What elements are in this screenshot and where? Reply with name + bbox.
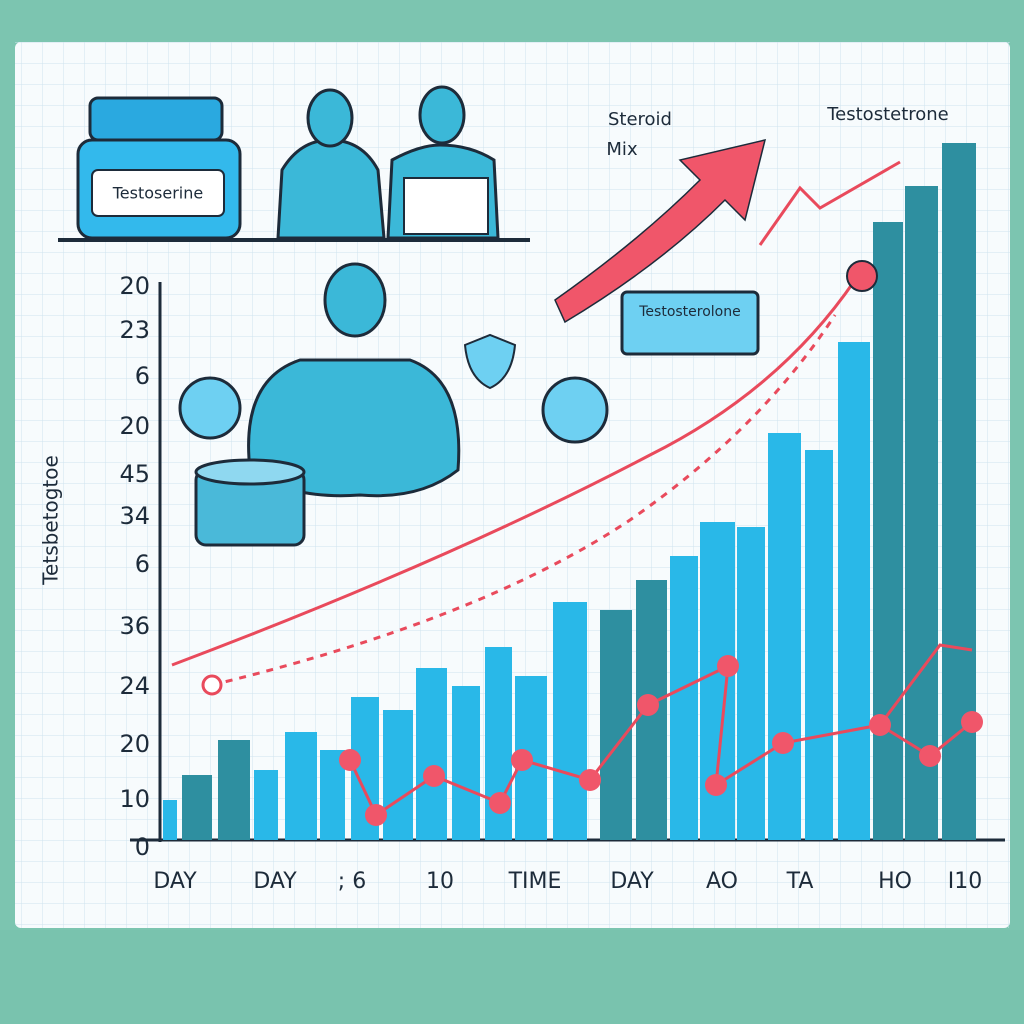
bar: [768, 433, 801, 840]
point: [423, 765, 445, 787]
bar: [285, 732, 317, 840]
trend-line: [758, 160, 901, 246]
gauge: [178, 376, 242, 440]
head: [306, 88, 354, 148]
bar: [670, 556, 698, 840]
point: [365, 804, 387, 826]
bar: [452, 686, 480, 840]
x-label: I10: [948, 869, 982, 894]
point: [846, 260, 878, 292]
y-label: 34: [119, 502, 150, 530]
bar: [553, 602, 587, 840]
bar: [163, 800, 177, 840]
y-label: 0: [135, 833, 150, 861]
bar: [838, 342, 870, 840]
point: [717, 655, 739, 677]
x-label: DAY: [610, 869, 654, 894]
bar: [737, 527, 765, 840]
x-label: DAY: [153, 869, 197, 894]
y-label: 36: [119, 612, 150, 640]
point: [772, 732, 794, 754]
bar: [805, 450, 833, 840]
zigzag-line: [878, 643, 973, 726]
y-label: 24: [119, 672, 150, 700]
x-label: DAY: [253, 869, 297, 894]
x-label: TIME: [508, 869, 562, 894]
point: [705, 774, 727, 796]
axis-title: Tetsbetogtoe: [39, 455, 63, 586]
x-label: ; 6: [338, 869, 366, 894]
y-label: 6: [135, 362, 150, 390]
x-label: 10: [426, 869, 454, 894]
card: [620, 290, 760, 356]
shield: [463, 333, 517, 390]
point: [339, 749, 361, 771]
bar: [383, 710, 413, 840]
point: [579, 769, 601, 791]
curve: [171, 279, 857, 667]
x-label: HO: [878, 869, 912, 894]
jar-label: Testoserine: [112, 184, 203, 203]
point: [961, 711, 983, 733]
bar: [905, 186, 938, 840]
y-label: 20: [119, 730, 150, 758]
footer-band: [0, 930, 1024, 1024]
bar: [600, 610, 632, 840]
callout-right: Testostetrone: [826, 104, 949, 125]
callout-line: Steroid: [608, 109, 672, 130]
bar: [254, 770, 278, 840]
point: [511, 749, 533, 771]
y-label: 45: [119, 460, 150, 488]
bar: [416, 668, 447, 840]
bar: [182, 775, 212, 840]
torso: [247, 358, 461, 498]
bar: [873, 222, 903, 840]
torso: [276, 138, 386, 240]
point: [201, 674, 223, 696]
coins: [194, 458, 306, 547]
point: [869, 714, 891, 736]
y-label: 20: [119, 412, 150, 440]
point: [637, 694, 659, 716]
x-label: TA: [786, 869, 814, 894]
y-label: 10: [119, 785, 150, 813]
trend-arrow: [554, 138, 767, 324]
bar: [218, 740, 250, 840]
jar-lid: [88, 96, 224, 142]
y-label: 20: [119, 272, 150, 300]
document: [403, 177, 489, 235]
card-label: Testosterolone: [638, 304, 741, 320]
point: [919, 745, 941, 767]
head: [418, 85, 466, 145]
callout-line: Mix: [606, 139, 638, 160]
head: [323, 262, 387, 338]
y-label: 6: [135, 550, 150, 578]
bar: [942, 143, 976, 840]
dashed-curve: [211, 314, 837, 687]
jar-label-box: [91, 169, 225, 217]
y-label: 23: [119, 316, 150, 344]
x-label: AO: [706, 869, 738, 894]
point: [489, 792, 511, 814]
warning-icon: [541, 376, 609, 444]
